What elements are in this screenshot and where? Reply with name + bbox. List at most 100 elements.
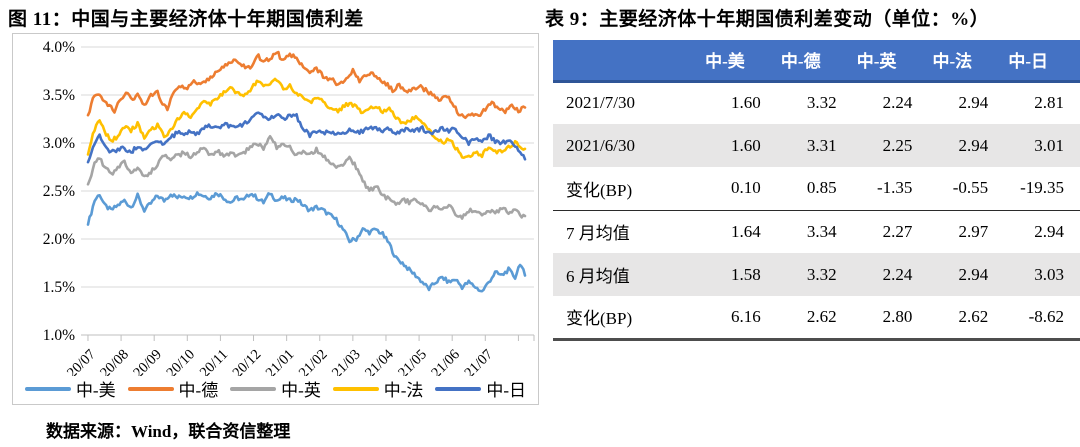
legend-line-swatch [435, 386, 482, 391]
figure-title: 图 11：中国与主要经济体十年期国债利差 [8, 9, 364, 30]
value-cell: 2.25 [852, 124, 929, 167]
table-header-row: 中-美 中-德 中-英 中-法 中-日 [553, 40, 1080, 81]
row-label-cell: 7 月均值 [566, 224, 630, 244]
x-axis-label: 20/07 [64, 347, 99, 376]
value-cell: 2.94 [928, 124, 1005, 167]
value-cell: 1.60 [701, 124, 777, 167]
value-cell: 2.97 [958, 221, 989, 241]
header-cell: 中-德 [776, 40, 853, 81]
value-cell: 2.94 [928, 253, 1005, 296]
legend-line-swatch [127, 386, 174, 391]
value-cell: -8.62 [1004, 296, 1080, 341]
legend-label: 中-英 [281, 381, 321, 400]
value-cell: 2.94 [958, 93, 989, 113]
x-axis-label: 20/11 [197, 347, 231, 376]
x-axis-label: 21/01 [263, 347, 298, 376]
y-axis-label: 1.5% [43, 279, 75, 296]
legend-label: 中-德 [178, 381, 219, 400]
series-line-3 [86, 135, 527, 220]
table-row: 变化(BP) 6.16 2.62 2.80 2.62 -8.62 [553, 296, 1080, 341]
y-axis-label: 3.0% [43, 135, 75, 152]
value-cell: 0.10 [701, 167, 777, 211]
value-cell: 3.03 [1004, 253, 1080, 296]
value-cell: 2.81 [1034, 93, 1064, 113]
row-label-cell: 2021/7/30 [566, 93, 635, 113]
legend-line-swatch [332, 386, 379, 391]
table-header: 中-美 中-德 中-英 中-法 中-日 [553, 40, 1080, 81]
x-axis-label: 21/04 [362, 346, 397, 376]
chart-legend: 中-美 中-德 中-英 中-法 中-日 [13, 376, 538, 401]
row-label-cell: 6 月均值 [553, 253, 701, 296]
y-axis-label: 1.0% [43, 327, 75, 344]
line-chart-canvas: 4.0%3.5%3.0%2.5%2.0%1.5%1.0%20/0720/0820… [43, 39, 535, 376]
table-body: 2021/7/30 1.60 3.32 2.24 2.94 2.81 2021/6/30 1.… [553, 81, 1080, 341]
y-axis-label: 3.5% [43, 87, 75, 104]
spread-table-container: 中-美 中-德 中-英 中-法 中-日 2021/7/30 1.60 3.32 2.24 2.9… [553, 40, 1080, 341]
legend-item: 中-英 [230, 376, 321, 401]
x-axis-label: 21/05 [395, 347, 430, 376]
x-axis-label: 20/10 [163, 347, 198, 376]
x-axis-label: 20/12 [230, 347, 265, 376]
series-line-5 [86, 111, 527, 164]
value-cell: -19.35 [1004, 167, 1080, 211]
value-cell: 6.16 [701, 296, 777, 341]
x-axis-label: 20/09 [130, 347, 165, 376]
header-cell-rowlabel [553, 40, 701, 81]
value-cell: 2.24 [852, 253, 929, 296]
legend-item: 中-日 [435, 376, 526, 401]
legend-label: 中-法 [383, 381, 424, 400]
value-cell: 2.62 [776, 296, 853, 341]
x-axis-label: 21/03 [329, 347, 364, 376]
x-axis-label: 21/02 [296, 347, 331, 376]
value-cell: 2.94 [1034, 221, 1064, 241]
x-axis-label: 21/06 [428, 347, 463, 376]
legend-line-swatch [24, 386, 71, 391]
value-cell: 0.85 [776, 167, 853, 211]
value-cell: 2.24 [882, 93, 913, 113]
legend-line-swatch [230, 386, 277, 391]
value-cell: -0.55 [928, 167, 1005, 211]
value-cell: 3.32 [806, 93, 837, 113]
row-label-cell: 2021/6/30 [553, 124, 701, 167]
table-row: 2021/6/30 1.60 3.31 2.25 2.94 3.01 [553, 124, 1080, 167]
value-cell: 2.62 [928, 296, 1005, 341]
header-cell: 中-美 [701, 40, 777, 81]
line-chart: 4.0% 3.5% 3.0% 2.5% 2.0% 1.5% 1.0% 20/07 20/08 20… [12, 33, 539, 405]
value-cell: 3.34 [806, 221, 837, 241]
series-line-2 [86, 50, 527, 120]
value-cell: 2.27 [882, 221, 913, 241]
header-cell: 中-英 [852, 40, 929, 81]
value-cell: 1.58 [701, 253, 777, 296]
spread-table: 中-美 中-德 中-英 中-法 中-日 2021/7/30 1.60 3.32 2.24 2.9… [553, 40, 1080, 341]
y-axis-label: 4.0% [43, 39, 75, 56]
data-source-note: 数据来源：Wind，联合资信整理 [46, 422, 291, 441]
row-label-cell: 变化(BP) [553, 167, 701, 211]
legend-item: 中-法 [332, 376, 424, 401]
value-cell: 1.60 [731, 93, 761, 113]
y-axis-label: 2.0% [43, 231, 75, 248]
x-axis-label: 20/08 [97, 347, 132, 376]
value-cell: 3.32 [776, 253, 853, 296]
legend-item: 中-德 [127, 376, 219, 401]
value-cell: 3.01 [1004, 124, 1080, 167]
table-row: 2021/7/30 1.60 3.32 2.24 2.94 2.81 [553, 81, 1080, 124]
series-line-1 [86, 191, 527, 293]
value-cell: 1.64 [731, 221, 761, 241]
legend-item: 中-美 [24, 376, 116, 401]
table-row: 6 月均值 1.58 3.32 2.24 2.94 3.03 [553, 253, 1080, 296]
table-row: 7 月均值 1.64 3.34 2.27 2.97 2.94 [553, 210, 1080, 253]
row-label-cell: 变化(BP) [553, 296, 701, 341]
table-title: 表 9：主要经济体十年期国债利差变动（单位：%） [545, 9, 990, 30]
legend-label: 中-美 [75, 381, 116, 400]
table-row: 变化(BP) 0.10 0.85 -1.35 -0.55 -19.35 [553, 167, 1080, 211]
x-axis-label: 21/07 [461, 347, 496, 376]
value-cell: -1.35 [852, 167, 929, 211]
value-cell: 2.80 [852, 296, 929, 341]
value-cell: 3.31 [776, 124, 853, 167]
header-cell: 中-法 [928, 40, 1005, 81]
header-cell: 中-日 [1004, 40, 1080, 81]
series-line-4 [86, 77, 527, 159]
y-axis-label: 2.5% [43, 183, 75, 200]
legend-label: 中-日 [486, 381, 527, 400]
